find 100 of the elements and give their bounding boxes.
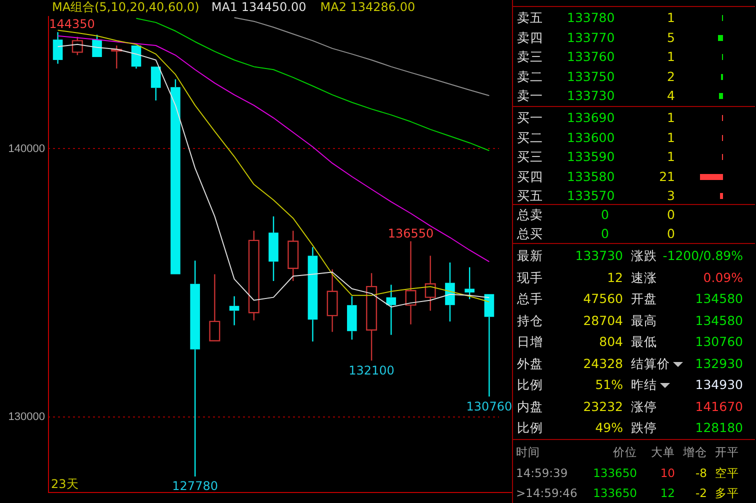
text: 开盘 [631, 290, 657, 308]
text: 130760 [695, 333, 743, 351]
text: 133570 [567, 187, 615, 206]
candlestick [131, 46, 142, 70]
annotation: 23天 [51, 477, 78, 491]
candlestick [366, 272, 378, 362]
candlestick [209, 274, 220, 342]
candlestick [347, 296, 357, 340]
y-tick-label: 130000 [8, 410, 45, 423]
text: 1 [667, 9, 675, 27]
candlestick [229, 296, 240, 326]
text: 比例 [517, 376, 543, 394]
text: 日增 [517, 333, 543, 351]
text: 132930 [695, 354, 743, 372]
candlestick [405, 240, 416, 325]
text: 卖五 [517, 9, 543, 27]
text: 时间 [516, 444, 540, 461]
candlestick [326, 268, 338, 333]
text: 买一 [517, 109, 543, 127]
text: 多平 [715, 485, 739, 502]
text: 卖二 [517, 68, 543, 86]
text: 结算价 [631, 354, 671, 372]
text: 133690 [567, 109, 615, 127]
text: 增仓 [683, 444, 707, 461]
candlestick [288, 230, 299, 282]
text: 1 [667, 128, 675, 147]
text: 28704 [583, 312, 623, 330]
text: 速涨 [631, 268, 657, 286]
text: 买三 [517, 148, 543, 166]
y-tick-label: 140000 [8, 142, 45, 155]
text: 0 [667, 225, 675, 243]
text: 总卖 [517, 206, 543, 224]
text: 2 [667, 68, 675, 86]
text: 141670 [695, 398, 743, 416]
candlestick [484, 294, 494, 398]
text: 涨停 [631, 398, 657, 416]
text: 比例 [517, 419, 543, 437]
text: 14:59:39 [516, 464, 568, 482]
text: 最低 [631, 333, 657, 351]
text: 134580 [695, 312, 743, 330]
text: 133780 [567, 9, 615, 27]
text: 买四 [517, 168, 543, 186]
text: 0.09% [703, 268, 743, 286]
candlestick [111, 44, 122, 70]
text: 24328 [583, 354, 623, 372]
candlestick [424, 255, 436, 312]
text: 最高 [631, 312, 657, 330]
text: 21 [659, 168, 675, 186]
text: 持仓 [517, 312, 543, 330]
candlestick [445, 262, 455, 322]
text: 1 [667, 109, 675, 127]
text: 134930 [695, 376, 743, 394]
text: 133730 [575, 247, 623, 265]
text: 总手 [517, 290, 543, 308]
annotation: 127780 [172, 479, 218, 493]
text: 133770 [567, 28, 615, 47]
text: 133600 [567, 128, 615, 147]
candlestick [308, 246, 318, 342]
text: 卖一 [517, 87, 543, 106]
text: 133580 [567, 168, 615, 186]
text: MA2 134286.00 [320, 0, 416, 14]
text: 1 [667, 48, 675, 66]
text: 大单 [651, 444, 675, 461]
text: -8 [696, 464, 707, 482]
text: 卖三 [517, 48, 543, 66]
text: 最新 [517, 247, 543, 265]
text: 卖四 [517, 28, 543, 47]
text: 内盘 [517, 398, 543, 416]
candlestick [248, 230, 260, 321]
candlestick [190, 260, 200, 478]
text: 涨跌 [631, 247, 657, 265]
text: 总买 [517, 225, 543, 243]
text: 133750 [567, 68, 615, 86]
text: 跌停 [631, 419, 657, 437]
text: 4 [667, 87, 675, 106]
text: 23232 [583, 398, 623, 416]
text: 133590 [567, 148, 615, 166]
text: 133650 [593, 464, 637, 482]
text: 51% [595, 376, 623, 394]
text: 0 [601, 206, 609, 224]
text: 现手 [517, 268, 543, 286]
text: 1 [667, 148, 675, 166]
text: >14:59:46 [516, 485, 578, 502]
text: 804 [599, 333, 623, 351]
text: 47560 [583, 290, 623, 308]
text: 49% [595, 419, 623, 437]
candlestick [150, 66, 161, 102]
text: 12 [660, 485, 675, 502]
text: -1200/0.89% [662, 247, 743, 265]
text: 0 [601, 225, 609, 243]
text: 0 [667, 206, 675, 224]
text: 买二 [517, 128, 543, 147]
text: 开平 [715, 444, 739, 461]
text: 空平 [715, 464, 739, 482]
text: 昨结 [631, 376, 658, 394]
chart-title: MA组合(5,10,20,40,60,0) [52, 0, 200, 14]
text: 128180 [695, 419, 743, 437]
text: 外盘 [517, 354, 543, 372]
text: 133760 [567, 48, 615, 66]
annotation: 136550 [388, 226, 434, 240]
